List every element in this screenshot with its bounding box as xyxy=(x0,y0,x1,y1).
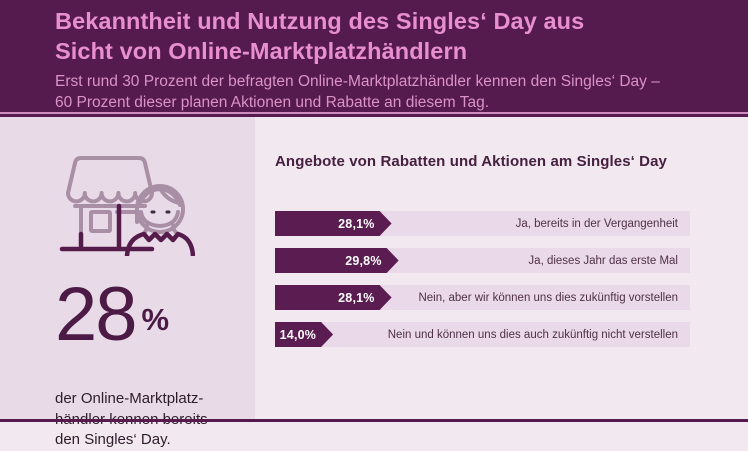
header-divider-dark xyxy=(0,114,748,117)
stat-value: 28% xyxy=(55,277,255,367)
bar-row: 14,0% Nein und können uns dies auch zukün… xyxy=(275,322,690,347)
bar-category-label: Nein und können uns dies auch zukünftig … xyxy=(387,328,678,341)
bar-fill: 28,1% xyxy=(275,285,392,310)
content-area: 28% der Online-Marktplatz- händler kenne… xyxy=(0,117,748,448)
bar-row: 28,1% Nein, aber wir können uns dies zukü… xyxy=(275,285,690,310)
stat-caption-line3: den Singles‘ Day. xyxy=(55,431,171,448)
page-title-line1: Bekanntheit und Nutzung des Singles‘ Day… xyxy=(55,8,585,34)
stat-caption-line1: der Online-Marktplatz- xyxy=(55,390,204,407)
bar-value-label: 14,0% xyxy=(279,327,317,342)
stat-percent-sign: % xyxy=(141,302,170,337)
page-subtitle-line2: 60 Prozent dieser planen Aktionen und Ra… xyxy=(55,94,490,111)
stat-panel: 28% der Online-Marktplatz- händler kenne… xyxy=(0,117,255,448)
bar-fill: 14,0% xyxy=(275,322,333,347)
bar-value-label: 28,1% xyxy=(338,290,375,305)
bottom-accent-strip xyxy=(0,419,748,422)
bar-category-label: Nein, aber wir können uns dies zukünftig… xyxy=(418,291,678,304)
bar-fill: 29,8% xyxy=(275,248,399,273)
bar-row: 29,8% Ja, dieses Jahr das erste Mal xyxy=(275,248,690,273)
page-subtitle-line1: Erst rund 30 Prozent der befragten Onlin… xyxy=(55,73,660,90)
header-banner: Bekanntheit und Nutzung des Singles‘ Day… xyxy=(0,0,748,112)
bar-row: 28,1% Ja, bereits in der Vergangenheit xyxy=(275,211,690,236)
market-stall-with-seller-icon xyxy=(59,156,195,256)
page-title-line2: Sicht von Online-Marktplatzhändlern xyxy=(55,38,468,64)
bar-value-label: 28,1% xyxy=(338,216,375,231)
page-title: Bekanntheit und Nutzung des Singles‘ Day… xyxy=(55,6,728,66)
bar-category-label: Ja, dieses Jahr das erste Mal xyxy=(528,254,678,267)
chart-title: Angebote von Rabatten und Aktionen am Si… xyxy=(275,153,667,170)
bar-fill: 28,1% xyxy=(275,211,392,236)
bar-value-label: 29,8% xyxy=(345,253,382,268)
header-divider-pink xyxy=(0,112,748,114)
bar-category-label: Ja, bereits in der Vergangenheit xyxy=(515,217,678,230)
chart-panel: Angebote von Rabatten und Aktionen am Si… xyxy=(255,117,748,419)
stat-number: 28 xyxy=(55,272,138,357)
page-subtitle: Erst rund 30 Prozent der befragten Onlin… xyxy=(55,71,728,113)
bar-chart: 28,1% Ja, bereits in der Vergangenheit 29,… xyxy=(275,211,690,347)
